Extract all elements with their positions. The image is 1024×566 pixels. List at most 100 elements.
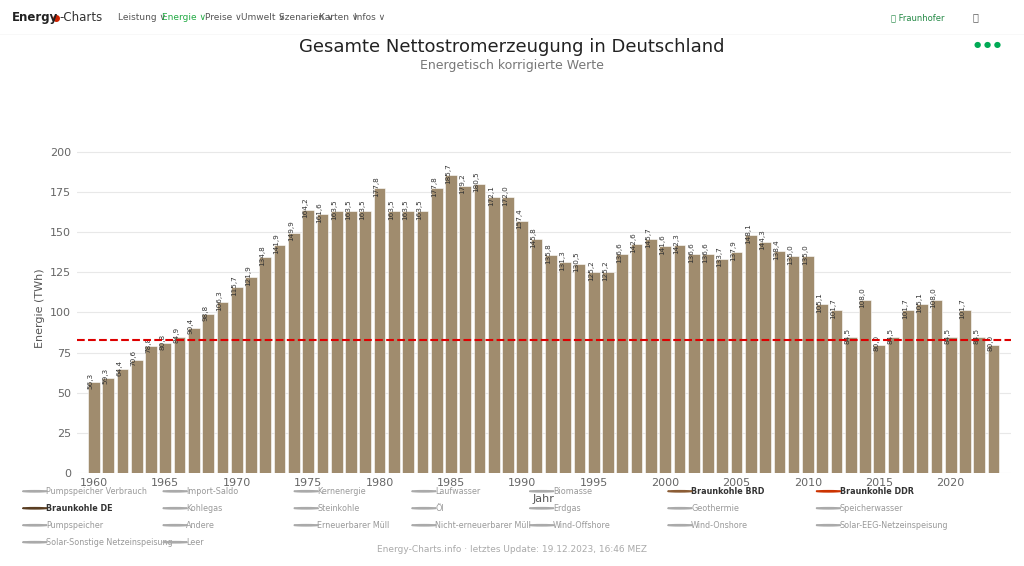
Text: 185,7: 185,7: [444, 163, 451, 184]
Bar: [573, 264, 586, 473]
Bar: [131, 359, 142, 473]
Bar: [545, 255, 557, 473]
Bar: [174, 337, 185, 473]
Bar: [359, 211, 371, 473]
Circle shape: [529, 491, 554, 492]
Text: Pumpspeicher Verbrauch: Pumpspeicher Verbrauch: [46, 487, 147, 496]
Bar: [203, 314, 214, 473]
Text: 64,4: 64,4: [117, 360, 123, 376]
Text: 135,0: 135,0: [787, 245, 794, 265]
Text: Erdgas: Erdgas: [553, 504, 581, 513]
Text: 180,5: 180,5: [473, 171, 479, 192]
Text: 136,6: 136,6: [702, 242, 708, 263]
Text: 84,5: 84,5: [945, 328, 950, 344]
Text: 🌿 Fraunhofer: 🌿 Fraunhofer: [891, 13, 944, 22]
Text: 149,9: 149,9: [288, 221, 294, 241]
Text: 125,2: 125,2: [588, 260, 594, 281]
Text: Steinkohle: Steinkohle: [317, 504, 359, 513]
Text: 144,3: 144,3: [759, 230, 765, 250]
Text: Laufwasser: Laufwasser: [435, 487, 480, 496]
Bar: [316, 214, 329, 473]
Bar: [474, 183, 485, 473]
Text: 135,8: 135,8: [545, 243, 551, 264]
Bar: [773, 251, 785, 473]
Text: 141,6: 141,6: [659, 234, 666, 255]
Text: Biomasse: Biomasse: [553, 487, 592, 496]
Text: 138,4: 138,4: [773, 239, 779, 260]
Text: Energy: Energy: [12, 11, 58, 24]
Text: Szenarien ∨: Szenarien ∨: [279, 13, 333, 22]
Text: Energie ∨: Energie ∨: [162, 13, 206, 22]
Text: 115,7: 115,7: [230, 275, 237, 296]
Circle shape: [668, 491, 692, 492]
Bar: [102, 378, 114, 473]
Text: 80,8: 80,8: [160, 333, 165, 350]
Text: 106,3: 106,3: [216, 290, 222, 311]
Bar: [645, 239, 656, 473]
Bar: [445, 175, 457, 473]
Text: 98,8: 98,8: [202, 305, 208, 321]
Text: Umwelt ∨: Umwelt ∨: [241, 13, 285, 22]
Bar: [516, 221, 528, 473]
Text: 163,5: 163,5: [359, 199, 366, 220]
Text: -Charts: -Charts: [59, 11, 102, 24]
Text: 108,0: 108,0: [859, 288, 865, 308]
Circle shape: [294, 508, 318, 509]
Bar: [302, 209, 314, 473]
Text: Import-Saldo: Import-Saldo: [186, 487, 239, 496]
Text: 148,1: 148,1: [744, 224, 751, 244]
Circle shape: [412, 525, 436, 526]
Bar: [659, 246, 671, 473]
Bar: [502, 197, 514, 473]
Text: 161,6: 161,6: [316, 202, 323, 222]
Bar: [702, 254, 714, 473]
Text: Pumpspeicher: Pumpspeicher: [46, 521, 103, 530]
Text: Karten ∨: Karten ∨: [319, 13, 359, 22]
X-axis label: Jahr: Jahr: [532, 494, 555, 504]
Text: 130,5: 130,5: [573, 252, 580, 272]
Bar: [830, 310, 843, 473]
Text: Solar-EEG-Netzeinspeisung: Solar-EEG-Netzeinspeisung: [840, 521, 948, 530]
Text: 142,6: 142,6: [631, 232, 637, 253]
Circle shape: [529, 525, 554, 526]
Circle shape: [163, 525, 187, 526]
Bar: [959, 310, 971, 473]
Bar: [974, 337, 985, 473]
Bar: [288, 233, 300, 473]
Bar: [88, 383, 99, 473]
Text: 101,7: 101,7: [959, 298, 965, 319]
Text: Braunkohle DDR: Braunkohle DDR: [840, 487, 913, 496]
Bar: [402, 211, 414, 473]
Bar: [259, 257, 271, 473]
Bar: [273, 246, 286, 473]
Bar: [345, 211, 356, 473]
Text: 101,7: 101,7: [902, 298, 908, 319]
Text: 172,1: 172,1: [487, 185, 494, 206]
Bar: [717, 259, 728, 473]
Text: 142,3: 142,3: [674, 233, 679, 254]
Circle shape: [23, 542, 47, 543]
Circle shape: [412, 491, 436, 492]
Text: Leer: Leer: [186, 538, 204, 547]
Text: Braunkohle BRD: Braunkohle BRD: [691, 487, 765, 496]
Text: 134,8: 134,8: [259, 245, 265, 265]
Text: 90,4: 90,4: [187, 318, 194, 335]
Bar: [460, 186, 471, 473]
Text: 157,4: 157,4: [516, 209, 522, 229]
Text: ● ● ●: ● ● ●: [975, 40, 1001, 49]
Text: 133,7: 133,7: [716, 247, 722, 267]
Text: Andere: Andere: [186, 521, 215, 530]
Text: 84,9: 84,9: [174, 327, 179, 343]
Y-axis label: Energie (TWh): Energie (TWh): [35, 269, 45, 348]
Bar: [188, 328, 200, 473]
Bar: [145, 346, 157, 473]
Text: Kohlegas: Kohlegas: [186, 504, 222, 513]
Bar: [160, 343, 171, 473]
Bar: [388, 211, 399, 473]
Text: 78,8: 78,8: [145, 337, 152, 353]
Circle shape: [294, 491, 318, 492]
Bar: [802, 256, 814, 473]
Text: 172,0: 172,0: [502, 185, 508, 206]
Bar: [631, 245, 642, 473]
Bar: [787, 256, 800, 473]
